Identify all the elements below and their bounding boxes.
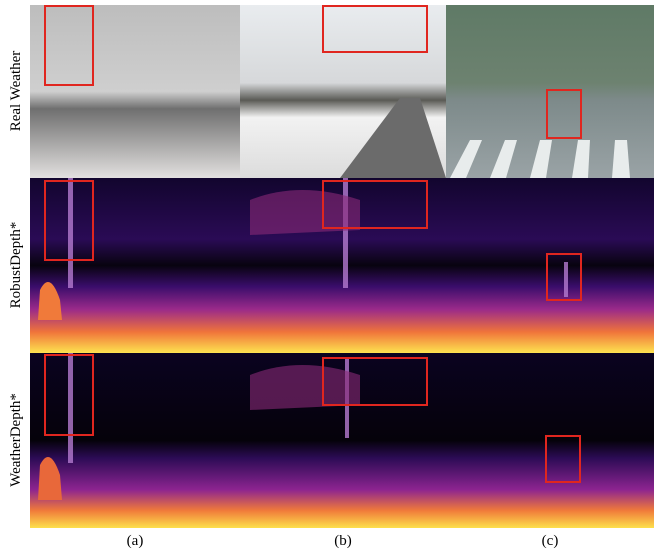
mountain: [250, 365, 360, 410]
column-label: (a): [127, 533, 144, 549]
row-label: Real Weather: [8, 51, 24, 132]
column-label: (b): [334, 533, 352, 549]
figure: Real Weather RobustDepth* WeatherDepth* …: [0, 0, 654, 552]
image: [446, 353, 654, 528]
image: [446, 178, 654, 353]
image-grid: [30, 5, 654, 528]
row-label: WeatherDepth*: [8, 393, 24, 487]
image: [30, 5, 240, 178]
image: [30, 353, 240, 528]
row-label: RobustDepth*: [8, 222, 24, 309]
column-label: (c): [542, 533, 559, 549]
image: [30, 178, 240, 353]
